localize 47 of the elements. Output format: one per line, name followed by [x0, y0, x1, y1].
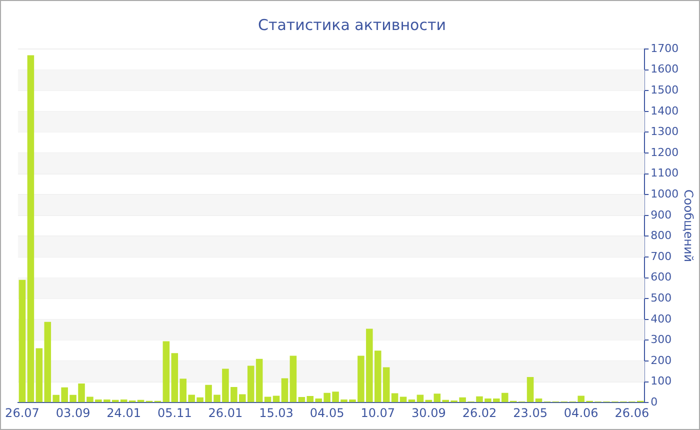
y-tick-label: 600 [650, 270, 672, 284]
y-tick-label: 1000 [650, 187, 679, 200]
y-tick-label: 900 [650, 208, 672, 222]
bar [256, 358, 263, 402]
chart-title: Статистика активности [258, 16, 446, 34]
x-tick-label: 26.01 [208, 406, 243, 420]
x-tick-label: 24.01 [106, 406, 142, 420]
y-tick-label: 1400 [650, 104, 679, 118]
y-tick-label: 1600 [650, 62, 679, 76]
y-tick-label: 700 [650, 250, 672, 263]
y-tick-label: 100 [650, 374, 672, 388]
y-tick-label: 1100 [650, 166, 679, 180]
y-tick-label: 500 [650, 291, 672, 304]
y-tick-label: 1500 [650, 83, 679, 96]
bar [535, 398, 542, 402]
y-tick-label: 1200 [650, 146, 679, 159]
x-tick-label: 03.09 [56, 406, 90, 420]
y-tick-label: 200 [650, 354, 672, 367]
bar [391, 393, 398, 402]
bar [400, 396, 407, 402]
y-tick-label: 1300 [650, 125, 679, 138]
bar [526, 377, 534, 402]
bar [408, 399, 416, 402]
y-tick-label: 800 [650, 229, 672, 242]
bar [162, 341, 170, 402]
bar [272, 396, 280, 402]
x-tick-label: 05.11 [157, 406, 192, 420]
bar [416, 394, 424, 402]
x-tick-label: 26.06 [614, 406, 650, 420]
y-tick-label: 0 [650, 395, 658, 408]
x-tick-label: 26.02 [462, 406, 497, 420]
x-tick-label: 23.05 [513, 406, 548, 420]
bar [290, 356, 297, 402]
x-tick-label: 10.07 [360, 406, 396, 420]
bar [27, 55, 34, 402]
bar [264, 396, 272, 402]
y-tick-label: 400 [650, 312, 672, 326]
y-tick-label: 300 [650, 333, 672, 346]
bar [281, 378, 288, 402]
x-tick-label: 04.06 [564, 406, 598, 420]
y-axis-title: Сообщений [682, 190, 696, 262]
x-tick-label: 15.03 [259, 406, 294, 420]
x-tick-label: 30.09 [412, 406, 446, 420]
x-tick-label: 26.07 [5, 406, 40, 420]
bar [18, 280, 26, 402]
y-tick-label: 1700 [650, 42, 679, 55]
x-tick-label: 04.05 [310, 406, 344, 420]
